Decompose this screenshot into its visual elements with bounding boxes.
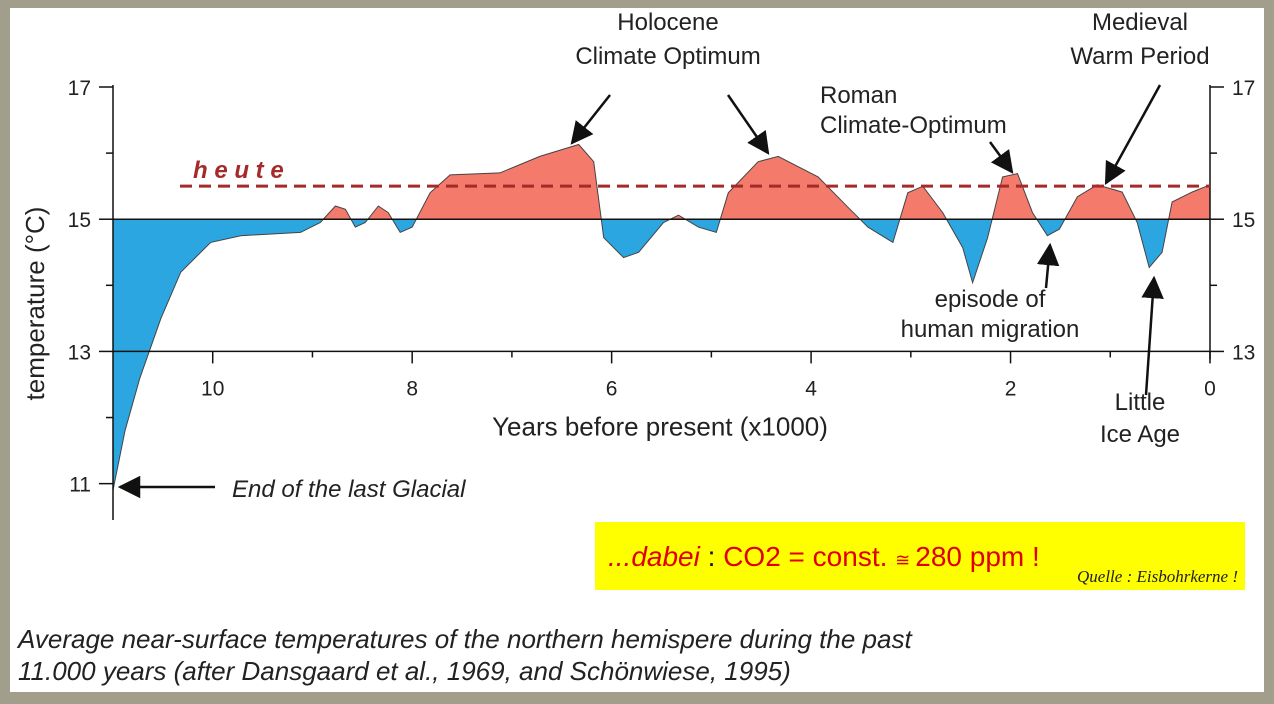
arrow [570, 94, 611, 145]
plot: 17 15 13 11 17 15 13 10 8 6 4 2 0 Years before presen… [20, 77, 1255, 520]
x-tick-label: 10 [201, 377, 224, 400]
annotation: Roman [820, 82, 897, 109]
x-axis-label: Years before present (x1000) [492, 411, 828, 441]
note-source: Quelle : Eisbohrkerne ! [1077, 567, 1238, 586]
y-tick-label: 11 [69, 474, 91, 497]
y-tick-label: 13 [68, 341, 91, 364]
caption: 11.000 years (after Dansgaard et al., 19… [18, 656, 791, 686]
line [112, 143, 1211, 491]
y-tick-label: 15 [68, 209, 91, 232]
annotation: human migration [901, 316, 1080, 343]
annotation: episode of [935, 286, 1046, 313]
x-tick-label: 8 [406, 377, 418, 400]
note-text: ...dabei : CO2 = const. ≅ 280 ppm ! [608, 541, 1040, 572]
arrow [1104, 84, 1162, 185]
annotation: End of the last Glacial [232, 476, 466, 503]
annotation: Medieval [1092, 9, 1188, 36]
y-axis-label: temperature (°C) [20, 207, 50, 401]
y-tick-label: 17 [68, 77, 91, 100]
arrow [988, 141, 1014, 174]
note-part: : [700, 541, 723, 572]
caption: Average near-surface temperatures of the… [16, 624, 913, 654]
annotation: Holocene [617, 9, 718, 36]
reference-label: h e u t e [193, 157, 284, 184]
arrow [726, 94, 770, 155]
arrow [1141, 275, 1164, 396]
note-part: ...dabei [608, 541, 701, 572]
annotation: Climate Optimum [575, 43, 760, 70]
note-box [595, 522, 1245, 590]
y2-tick-label: 17 [1232, 77, 1255, 100]
arrows [117, 84, 1164, 499]
y2-tick-label: 13 [1232, 341, 1255, 364]
x-tick-label: 2 [1005, 377, 1017, 400]
arrow [1036, 242, 1060, 289]
note-part: 280 ppm ! [915, 541, 1040, 572]
note-part: ≅ [895, 550, 915, 570]
annotation: Climate-Optimum [820, 112, 1007, 139]
x-tick-label: 6 [606, 377, 618, 400]
area-above [323, 144, 1210, 220]
annotation: Warm Period [1070, 43, 1209, 70]
note-part: CO2 = const. [723, 541, 895, 572]
annotation: Ice Age [1100, 421, 1180, 448]
y2-tick-label: 15 [1232, 209, 1255, 232]
x-tick-label: 4 [805, 377, 817, 400]
annotation: Little [1115, 389, 1166, 416]
x-tick-label: 0 [1204, 377, 1216, 400]
